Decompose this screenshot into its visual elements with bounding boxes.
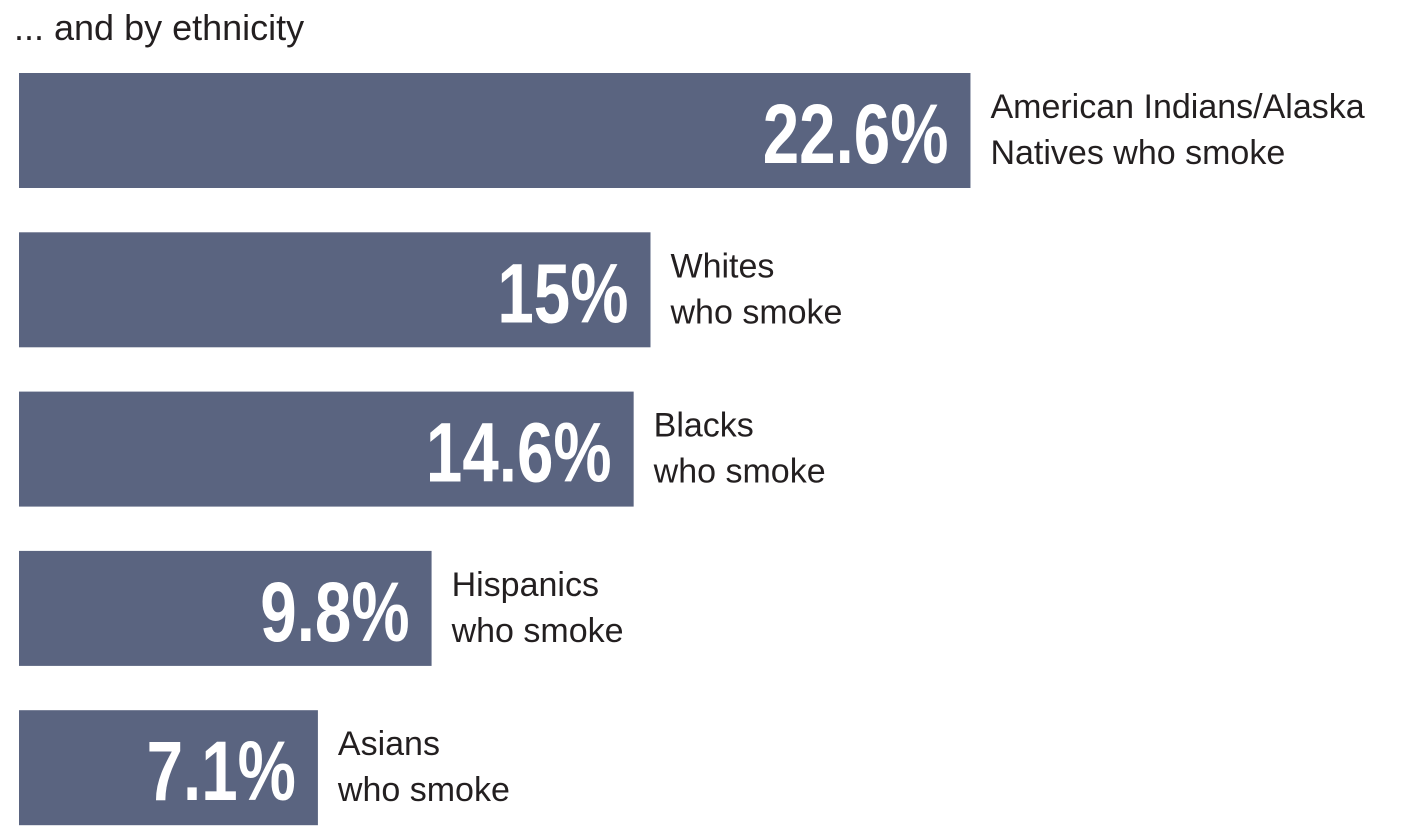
bar-category-label-line: Blacks bbox=[654, 407, 754, 445]
bar-category-label-line: Whites bbox=[671, 247, 775, 285]
bar-3 bbox=[19, 550, 432, 666]
bar-category-label-line: Natives who smoke bbox=[990, 134, 1285, 172]
bar-category-label-line: who smoke bbox=[337, 771, 510, 809]
bar-1 bbox=[19, 232, 651, 348]
bar-value-label: 9.8% bbox=[260, 565, 409, 659]
bar-category-label-line: who smoke bbox=[670, 293, 843, 331]
bar-value-label: 22.6% bbox=[763, 87, 949, 181]
bar-category-label-line: American Indians/Alaska bbox=[990, 88, 1364, 126]
bar-0 bbox=[19, 73, 971, 188]
bar-category-label-line: Asians bbox=[338, 725, 440, 763]
bar-category-label: American Indians/Alaska Natives who smoke bbox=[990, 88, 1364, 172]
bar-category-label: Hispanics who smoke bbox=[451, 566, 624, 650]
bar-value-label: 7.1% bbox=[147, 724, 296, 818]
bar-value-label: 14.6% bbox=[426, 406, 612, 500]
bar-2 bbox=[19, 391, 634, 507]
bar-category-label-line: who smoke bbox=[653, 453, 826, 491]
bar-category-label-line: who smoke bbox=[451, 612, 624, 650]
chart-title: ... and by ethnicity bbox=[14, 7, 305, 48]
bar-category-label: Whites who smoke bbox=[670, 247, 843, 331]
bar-value-label: 15% bbox=[497, 246, 628, 340]
bar-category-label-line: Hispanics bbox=[452, 566, 599, 604]
bar-category-label: Asians who smoke bbox=[337, 725, 510, 809]
bar-category-label: Blacks who smoke bbox=[653, 407, 826, 491]
bar-4 bbox=[19, 710, 318, 826]
